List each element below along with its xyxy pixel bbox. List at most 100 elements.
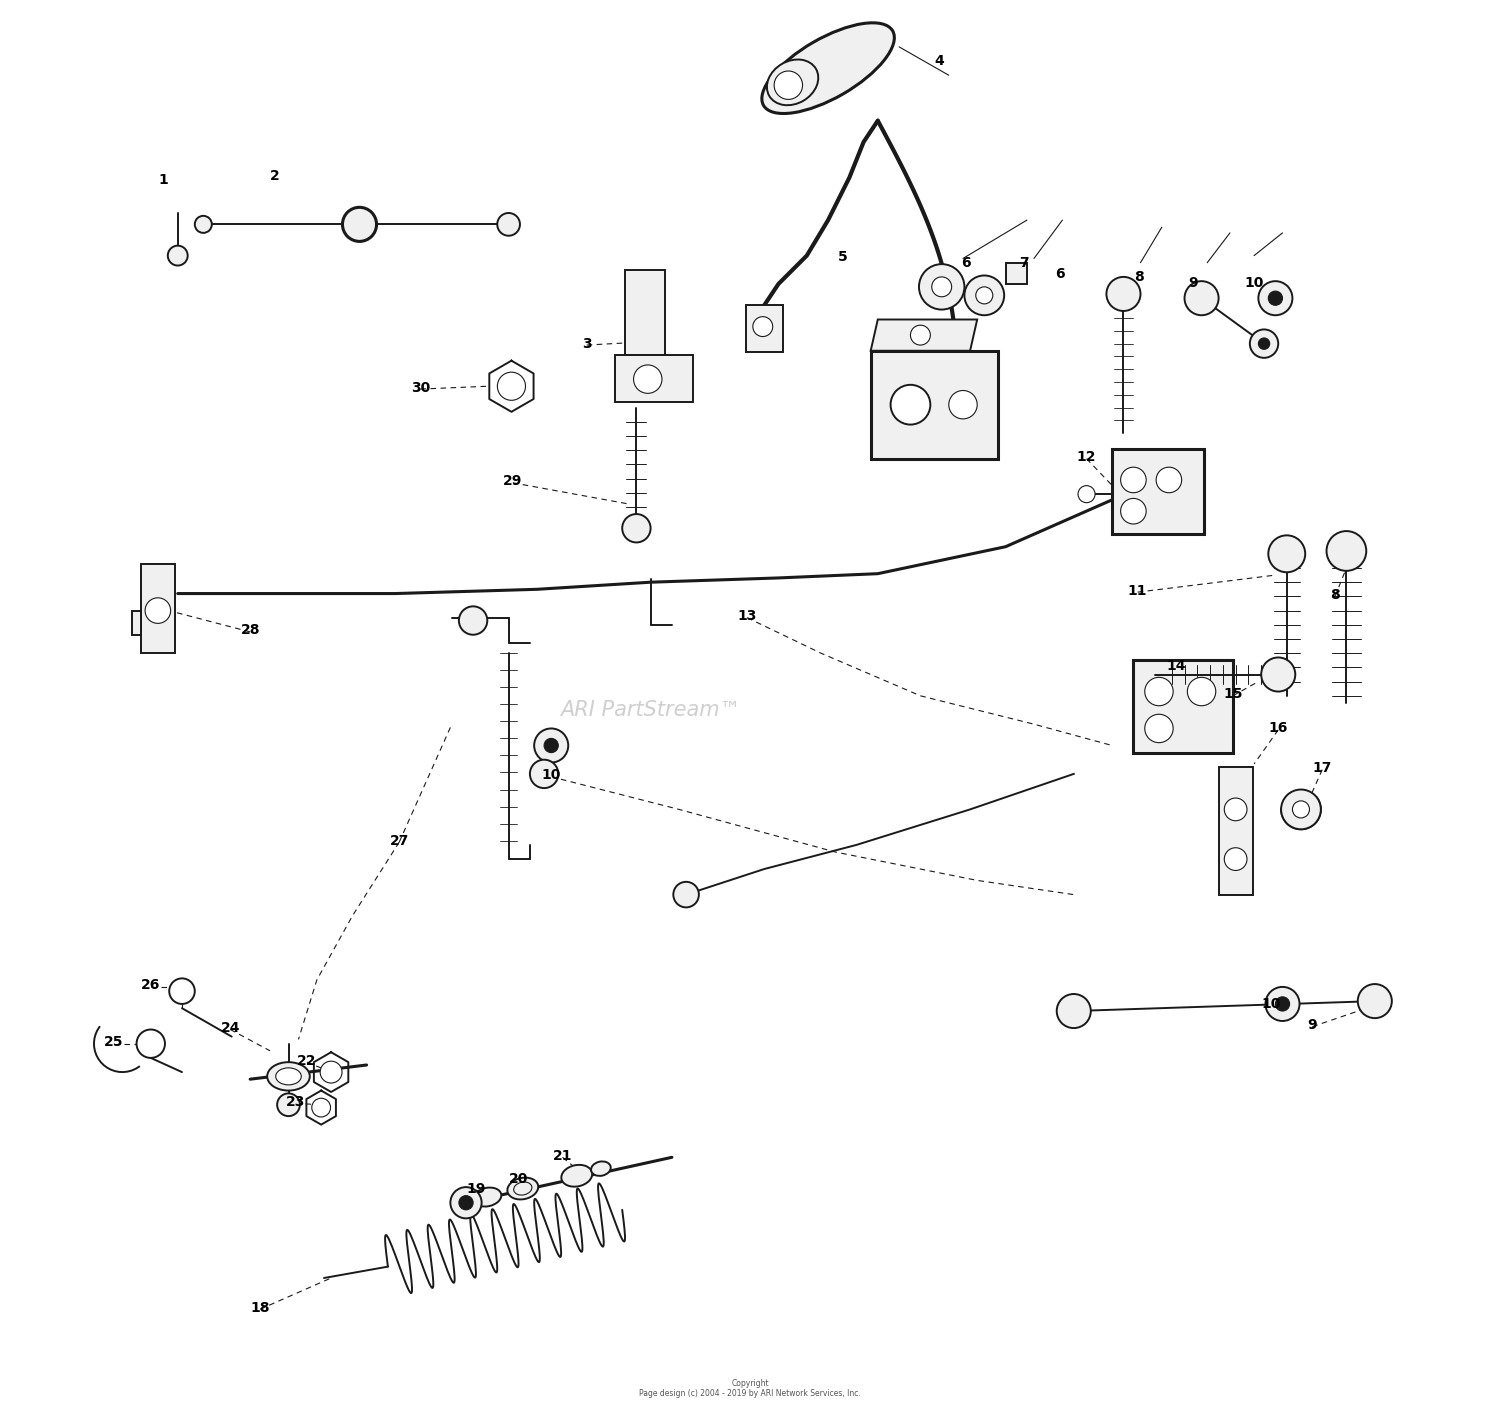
Circle shape bbox=[278, 1093, 300, 1116]
Text: 14: 14 bbox=[1167, 659, 1185, 673]
Polygon shape bbox=[141, 564, 176, 653]
Text: 21: 21 bbox=[554, 1149, 573, 1163]
Circle shape bbox=[1224, 848, 1246, 870]
Circle shape bbox=[342, 207, 376, 241]
Text: 6: 6 bbox=[1054, 267, 1065, 281]
Text: 4: 4 bbox=[934, 54, 944, 68]
Circle shape bbox=[498, 372, 525, 400]
Polygon shape bbox=[870, 320, 976, 351]
Circle shape bbox=[530, 760, 558, 788]
Circle shape bbox=[932, 277, 951, 297]
Text: 10: 10 bbox=[1245, 275, 1264, 290]
Text: 11: 11 bbox=[1128, 584, 1148, 598]
Circle shape bbox=[146, 598, 171, 623]
Ellipse shape bbox=[276, 1068, 302, 1085]
Polygon shape bbox=[746, 305, 783, 352]
Circle shape bbox=[544, 738, 558, 753]
Text: 25: 25 bbox=[104, 1035, 123, 1049]
Text: 16: 16 bbox=[1269, 721, 1288, 736]
Text: 19: 19 bbox=[466, 1181, 486, 1196]
Circle shape bbox=[950, 391, 976, 419]
Polygon shape bbox=[615, 355, 693, 402]
Circle shape bbox=[976, 287, 993, 304]
Text: 26: 26 bbox=[141, 978, 160, 993]
Ellipse shape bbox=[591, 1162, 610, 1176]
Ellipse shape bbox=[766, 60, 819, 105]
Circle shape bbox=[312, 1098, 330, 1118]
Circle shape bbox=[136, 1030, 165, 1058]
Circle shape bbox=[622, 514, 651, 542]
Ellipse shape bbox=[762, 23, 894, 114]
Text: 8: 8 bbox=[1134, 270, 1144, 284]
Text: 9: 9 bbox=[1188, 275, 1198, 290]
Text: 5: 5 bbox=[837, 250, 848, 264]
Polygon shape bbox=[1112, 449, 1204, 534]
Circle shape bbox=[1120, 467, 1146, 493]
Circle shape bbox=[459, 606, 488, 635]
Circle shape bbox=[1269, 535, 1305, 572]
Ellipse shape bbox=[474, 1187, 501, 1207]
Circle shape bbox=[170, 978, 195, 1004]
Circle shape bbox=[1326, 531, 1366, 571]
Circle shape bbox=[320, 1061, 342, 1083]
Circle shape bbox=[496, 213, 520, 236]
Circle shape bbox=[459, 1196, 472, 1210]
Circle shape bbox=[1293, 801, 1310, 818]
Circle shape bbox=[1358, 984, 1392, 1018]
Text: 22: 22 bbox=[297, 1054, 316, 1068]
Text: 18: 18 bbox=[251, 1301, 270, 1315]
Ellipse shape bbox=[507, 1177, 538, 1200]
Circle shape bbox=[633, 365, 662, 393]
Text: ARI PartStream™: ARI PartStream™ bbox=[561, 700, 741, 720]
Circle shape bbox=[1185, 281, 1218, 315]
Text: 15: 15 bbox=[1222, 687, 1242, 701]
Text: 9: 9 bbox=[1308, 1018, 1317, 1032]
Circle shape bbox=[168, 246, 188, 266]
Circle shape bbox=[1107, 277, 1140, 311]
Text: 30: 30 bbox=[411, 381, 430, 395]
Text: 12: 12 bbox=[1077, 450, 1096, 464]
Ellipse shape bbox=[513, 1181, 532, 1196]
Circle shape bbox=[964, 275, 1004, 315]
Circle shape bbox=[910, 325, 930, 345]
Text: 17: 17 bbox=[1312, 761, 1332, 775]
Polygon shape bbox=[1134, 660, 1233, 753]
Circle shape bbox=[1056, 994, 1090, 1028]
Circle shape bbox=[1275, 997, 1290, 1011]
Text: 23: 23 bbox=[286, 1095, 306, 1109]
Text: 8: 8 bbox=[1330, 588, 1340, 602]
Text: 24: 24 bbox=[220, 1021, 240, 1035]
Circle shape bbox=[1258, 281, 1293, 315]
Circle shape bbox=[920, 264, 964, 310]
Circle shape bbox=[1144, 677, 1173, 706]
Circle shape bbox=[1250, 329, 1278, 358]
Circle shape bbox=[774, 71, 802, 99]
Text: 3: 3 bbox=[582, 337, 591, 351]
Circle shape bbox=[1078, 486, 1095, 503]
Text: 6: 6 bbox=[962, 256, 970, 270]
Circle shape bbox=[1266, 987, 1299, 1021]
Polygon shape bbox=[132, 611, 141, 635]
Circle shape bbox=[195, 216, 211, 233]
Circle shape bbox=[450, 1187, 482, 1218]
Circle shape bbox=[1188, 677, 1216, 706]
Circle shape bbox=[753, 317, 772, 337]
Circle shape bbox=[1281, 790, 1322, 829]
Text: 13: 13 bbox=[738, 609, 758, 623]
Circle shape bbox=[1224, 798, 1246, 821]
Ellipse shape bbox=[561, 1164, 592, 1187]
Text: 20: 20 bbox=[509, 1172, 528, 1186]
Circle shape bbox=[674, 882, 699, 907]
Text: Copyright
Page design (c) 2004 - 2019 by ARI Network Services, Inc.: Copyright Page design (c) 2004 - 2019 by… bbox=[639, 1379, 861, 1399]
Circle shape bbox=[1144, 714, 1173, 743]
Text: 7: 7 bbox=[1019, 256, 1029, 270]
Text: 10: 10 bbox=[542, 768, 561, 782]
Circle shape bbox=[1258, 338, 1269, 349]
Text: 1: 1 bbox=[159, 173, 168, 187]
Polygon shape bbox=[870, 351, 999, 459]
Circle shape bbox=[1120, 498, 1146, 524]
Circle shape bbox=[534, 728, 568, 763]
Circle shape bbox=[1156, 467, 1182, 493]
Polygon shape bbox=[1218, 767, 1252, 895]
Text: 10: 10 bbox=[1262, 997, 1281, 1011]
